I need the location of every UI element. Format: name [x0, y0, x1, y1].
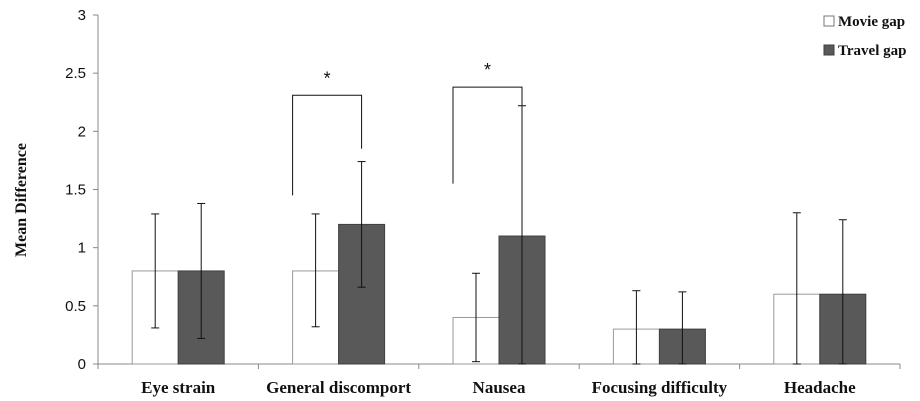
- x-tick-label: Focusing difficulty: [592, 378, 728, 397]
- legend-label: Movie gap: [838, 14, 905, 30]
- legend-swatch: [823, 15, 835, 27]
- x-tick-label: General discomport: [266, 378, 411, 397]
- y-axis-title: Mean Difference: [13, 143, 30, 257]
- x-tick-label: Headache: [784, 378, 856, 397]
- x-tick-label: Nausea: [473, 378, 526, 397]
- y-tick-label: 1.5: [65, 182, 86, 199]
- y-tick-label: 0: [78, 356, 86, 373]
- significance-marker: *: [324, 68, 331, 88]
- significance-marker: *: [484, 60, 491, 80]
- y-tick-label: 2: [78, 123, 86, 140]
- y-tick-label: 3: [78, 7, 86, 24]
- significance-bracket: [452, 86, 523, 184]
- y-tick-label: 0.5: [65, 298, 86, 315]
- x-tick-label: Eye strain: [141, 378, 216, 397]
- y-tick-label: 2.5: [65, 65, 86, 82]
- legend-label: Travel gap: [838, 43, 906, 59]
- legend-swatch: [823, 44, 835, 56]
- y-tick-label: 1: [78, 240, 86, 257]
- significance-bracket: [292, 94, 363, 196]
